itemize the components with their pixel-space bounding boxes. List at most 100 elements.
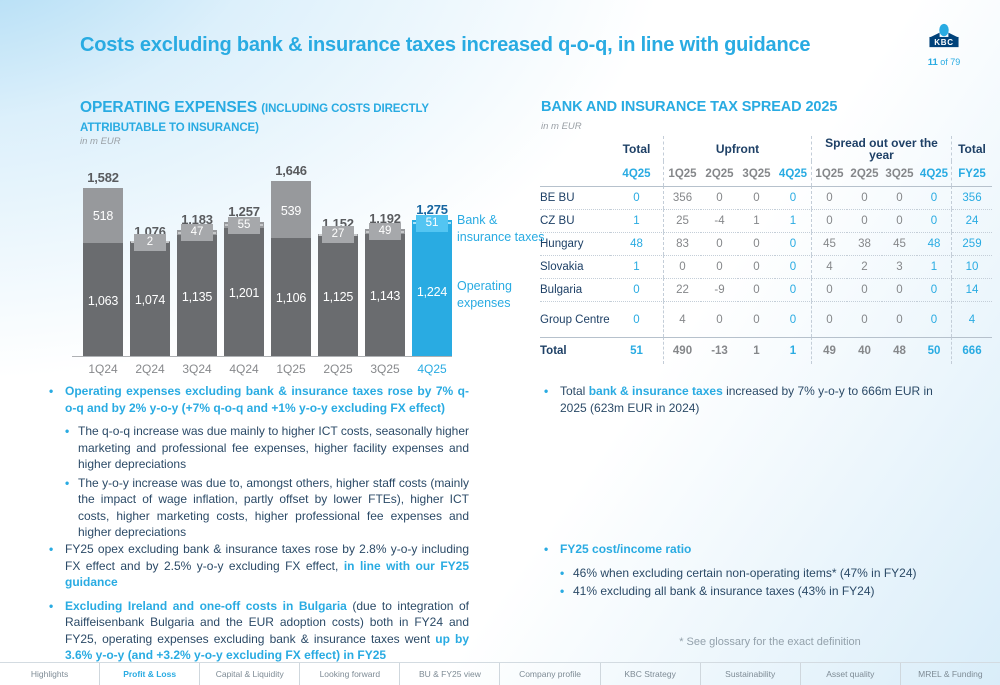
value-cell: 0 bbox=[610, 278, 664, 301]
bar-2Q25: 1,152 27 1,125 bbox=[318, 156, 358, 356]
col-sub-header: 1Q25 bbox=[668, 167, 697, 180]
bullet-text-segment: 41% excluding all bank & insurance taxes… bbox=[573, 584, 875, 598]
footer-tab-company-profile[interactable]: Company profile bbox=[499, 663, 599, 685]
bullet-text-segment: FY25 opex excluding bank & insurance tax… bbox=[65, 542, 469, 573]
table-corner-cell bbox=[540, 136, 610, 161]
segment-operating-expenses bbox=[224, 228, 264, 356]
value-cell: -9 bbox=[701, 278, 738, 301]
page-number: 11 of 79 bbox=[918, 57, 970, 68]
bullet-text-segment: The y-o-y increase was due to, amongst o… bbox=[78, 475, 469, 540]
top-segment-value-badge: 49 bbox=[369, 223, 401, 241]
col-sub-header: 1Q25 bbox=[815, 167, 844, 180]
value-cell: 3 bbox=[882, 255, 917, 278]
right-bullets-top: • Total bank & insurance taxes increased … bbox=[540, 383, 958, 423]
bullet-item: • Operating expenses excluding bank & ins… bbox=[45, 383, 469, 416]
col-group-header: Total bbox=[958, 141, 986, 156]
bullet-item: • Total bank & insurance taxes increased … bbox=[540, 383, 958, 416]
value-cell: 45 bbox=[812, 232, 847, 255]
col-sub-header: 3Q25 bbox=[742, 167, 771, 180]
footer-tab-sustainability[interactable]: Sustainability bbox=[699, 663, 800, 685]
bullet-text: The y-o-y increase was due to, amongst o… bbox=[78, 475, 469, 541]
bullet-text: 41% excluding all bank & insurance taxes… bbox=[573, 583, 958, 600]
segment-operating-expenses bbox=[83, 242, 123, 356]
value-cell: -4 bbox=[701, 209, 738, 232]
right-bullets-bottom: • FY25 cost/income ratio • 46% when excludi… bbox=[540, 541, 958, 602]
bullet-item: • FY25 opex excluding bank & insurance ta… bbox=[45, 541, 469, 591]
total-value-label: 1,582 bbox=[87, 169, 119, 185]
segment-operating-expenses bbox=[130, 241, 170, 356]
bank-insurance-tax-table: Total Upfront Spread out over the year Tota… bbox=[540, 136, 992, 364]
footer-tab-highlights[interactable]: Highlights bbox=[30, 669, 69, 679]
footer-tab-capital-liquidity[interactable]: Capital & Liquidity bbox=[199, 663, 299, 685]
value-cell: 25 bbox=[664, 209, 701, 232]
bullet-text-segment: (due to integration of Raiffeisenbank Bu… bbox=[65, 598, 469, 646]
row-label: Hungary bbox=[540, 232, 610, 255]
total-value-label: 1,192 bbox=[369, 211, 401, 227]
value-cell: 0 bbox=[847, 209, 882, 232]
footer-nav: Highlights Profit & Loss Capital & Liquidi… bbox=[0, 662, 1000, 685]
row-label: Slovakia bbox=[540, 255, 610, 278]
footer-tab-profit-loss[interactable]: Profit & Loss bbox=[99, 663, 199, 685]
total-value-label: 1,183 bbox=[181, 212, 213, 228]
value-cell: 4 bbox=[812, 255, 847, 278]
bullet-text: The q-o-q increase was due mainly to hig… bbox=[78, 423, 469, 473]
x-axis-label-2Q25: 2Q25 bbox=[323, 362, 353, 376]
table-title: BANK AND INSURANCE TAX SPREAD 2025 bbox=[541, 99, 838, 115]
value-cell: 1 bbox=[610, 255, 664, 278]
value-cell: 10 bbox=[952, 255, 992, 278]
x-axis-label-3Q25: 3Q25 bbox=[370, 362, 400, 376]
segment-operating-expenses bbox=[271, 238, 311, 356]
value-cell: 0 bbox=[847, 278, 882, 301]
bullet-item: • 46% when excluding certain non-operatin… bbox=[540, 565, 958, 582]
top-segment-value-badge: 47 bbox=[181, 224, 213, 242]
row-label: Bulgaria bbox=[540, 278, 610, 301]
bullet-text: FY25 opex excluding bank & insurance tax… bbox=[65, 541, 469, 591]
footer-tab-asset-quality[interactable]: Asset quality bbox=[799, 663, 900, 685]
page-title: Costs excluding bank & insurance taxes i… bbox=[80, 34, 811, 56]
value-cell: 0 bbox=[701, 255, 738, 278]
total-value-label: 1,275 bbox=[416, 202, 448, 218]
col-group-header: Spread out over the year bbox=[812, 136, 952, 161]
operating-expenses-chart: 1,582 518 1,063 1,076 2 1,074 1,183 47 1,135 1,25… bbox=[72, 157, 452, 357]
bar-3Q25: 1,192 49 1,143 bbox=[365, 156, 405, 356]
value-cell: 45 bbox=[882, 232, 917, 255]
segment-bank-insurance-taxes bbox=[83, 187, 123, 243]
value-cell: 2 bbox=[847, 255, 882, 278]
value-cell: 0 bbox=[610, 301, 664, 337]
value-cell: 0 bbox=[812, 186, 847, 209]
table-unit-label: in m EUR bbox=[541, 121, 582, 132]
kbc-logo-icon: KBC bbox=[929, 23, 959, 48]
value-cell: 0 bbox=[701, 301, 738, 337]
bullet-text-segment: Total bbox=[560, 384, 589, 398]
value-cell: 24 bbox=[952, 209, 992, 232]
top-segment-value-badge: 55 bbox=[228, 216, 260, 234]
footer-tab-bu-fy25-view[interactable]: BU & FY25 view bbox=[399, 663, 499, 685]
bullet-text-segment: Excluding Ireland and one-off costs in B… bbox=[65, 598, 347, 613]
value-cell: 0 bbox=[812, 209, 847, 232]
bullet-text: Operating expenses excluding bank & insu… bbox=[65, 383, 469, 416]
bottom-segment-value-label: 1,143 bbox=[369, 289, 401, 304]
chart-title: OPERATING EXPENSES (INCLUDING COSTS DIRE… bbox=[80, 99, 480, 137]
x-axis-label-3Q24: 3Q24 bbox=[182, 362, 212, 376]
total-value-cell: 49 bbox=[812, 337, 847, 364]
footer-tab-looking-forward[interactable]: Looking forward bbox=[299, 663, 399, 685]
kbc-logo: KBC bbox=[927, 23, 961, 53]
footer-tab-kbc-strategy[interactable]: KBC Strategy bbox=[599, 663, 700, 685]
value-cell: 83 bbox=[664, 232, 701, 255]
bullet-text: FY25 cost/income ratio bbox=[560, 541, 958, 558]
footer-tab-mrel-funding[interactable]: MREL & Funding bbox=[899, 663, 1000, 685]
page-total: of 79 bbox=[937, 57, 961, 67]
left-bullets-top: • Operating expenses excluding bank & ins… bbox=[45, 383, 469, 543]
bottom-segment-value-label: 1,074 bbox=[134, 292, 166, 307]
total-value-cell: 48 bbox=[882, 337, 917, 364]
value-cell: 0 bbox=[812, 301, 847, 337]
bullet-marker-icon: • bbox=[560, 565, 565, 580]
bar-3Q24: 1,183 47 1,135 bbox=[177, 156, 217, 356]
bar-4Q25: 1,275 51 1,224 bbox=[412, 156, 452, 356]
col-group-header: Upfront bbox=[664, 136, 812, 161]
value-cell: 4 bbox=[952, 301, 992, 337]
bullet-text-segment: 46% when excluding certain non-operating… bbox=[573, 565, 917, 580]
x-axis-label-4Q25: 4Q25 bbox=[417, 362, 447, 376]
bottom-segment-value-label: 1,201 bbox=[228, 286, 260, 301]
total-value-cell: 490 bbox=[664, 337, 701, 364]
